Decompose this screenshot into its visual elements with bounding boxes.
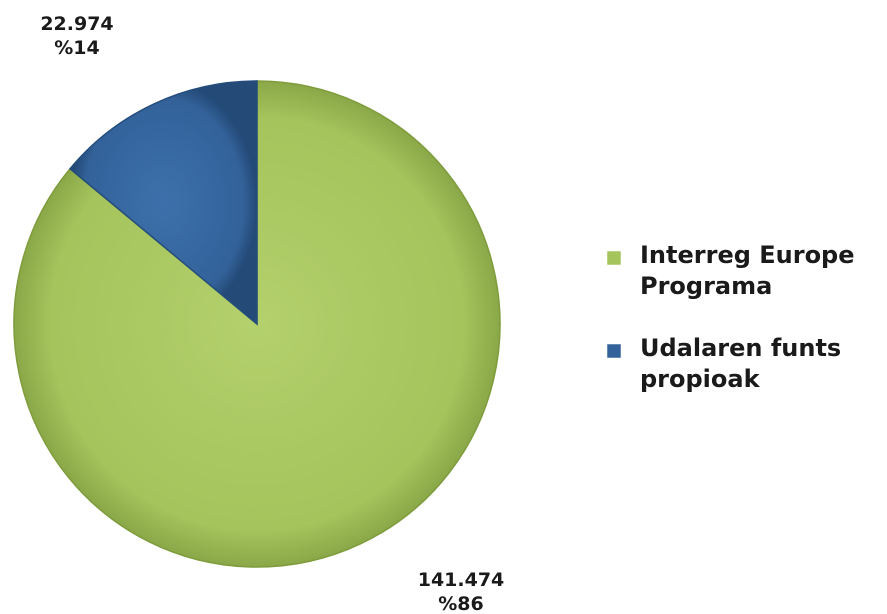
data-label-percent-udalaren-funts-propioak: %14 <box>54 37 99 59</box>
data-labels: 141.474%86 22.974%14 <box>40 13 504 614</box>
pie-slices <box>13 80 501 568</box>
legend: Interreg Europe Programa Udalaren funts pro… <box>606 241 855 393</box>
legend-label-udalaren-funts-propioak-line-2: propioak <box>640 365 761 393</box>
data-label-percent-interreg-europe-programa: %86 <box>438 593 483 614</box>
legend-label-udalaren-funts-propioak-line-1: Udalaren funts <box>640 334 841 362</box>
legend-label-interreg-europe-programa-line-1: Interreg Europe <box>640 241 855 269</box>
legend-swatch-udalaren-funts-propioak <box>606 343 622 359</box>
data-label-value-udalaren-funts-propioak: 22.974 <box>40 13 113 35</box>
legend-label-interreg-europe-programa-line-2: Programa <box>640 272 772 300</box>
pie-slice-udalaren-funts-propioak <box>68 80 258 326</box>
legend-swatch-interreg-europe-programa <box>606 250 622 266</box>
data-label-value-interreg-europe-programa: 141.474 <box>418 569 505 591</box>
